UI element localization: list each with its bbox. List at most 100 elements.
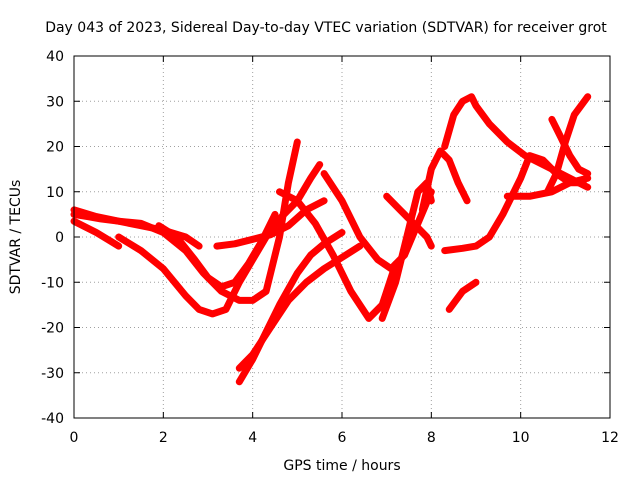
data-point <box>383 193 390 200</box>
x-tick-label: 2 <box>159 430 168 446</box>
data-point <box>517 175 524 182</box>
series-track-7 <box>235 242 364 372</box>
data-point <box>115 234 122 240</box>
data-point <box>584 93 591 100</box>
data-point <box>566 179 573 186</box>
y-tick-label: -40 <box>41 411 64 427</box>
data-point <box>339 229 345 236</box>
data-point <box>276 188 283 195</box>
data-point <box>303 279 310 286</box>
data-point <box>468 93 475 100</box>
y-tick-label: -10 <box>41 275 64 291</box>
data-point <box>307 175 314 182</box>
series-track-13 <box>418 147 471 214</box>
data-point <box>486 120 493 127</box>
y-tick-label: -20 <box>41 321 64 337</box>
data-point <box>249 297 256 304</box>
data-point <box>379 315 386 322</box>
x-tick-label: 8 <box>427 430 436 446</box>
data-point <box>388 265 395 272</box>
data-point <box>441 143 448 150</box>
data-point <box>339 197 345 204</box>
data-point <box>276 215 283 222</box>
data-point <box>473 102 479 109</box>
data-point <box>526 193 533 200</box>
data-point <box>191 256 198 263</box>
x-axis-label: GPS time / hours <box>283 458 400 474</box>
data-point <box>584 170 591 177</box>
data-point <box>526 152 533 159</box>
data-point <box>455 179 462 186</box>
data-point <box>464 197 471 204</box>
data-point <box>294 270 301 277</box>
data-point <box>446 157 453 164</box>
data-point <box>446 306 453 313</box>
series-line <box>155 210 279 291</box>
data-point <box>392 279 399 286</box>
data-point <box>267 231 274 238</box>
data-series <box>70 93 592 386</box>
data-point <box>584 184 591 191</box>
data-point <box>473 279 479 286</box>
data-point <box>138 247 144 254</box>
series-track-18 <box>548 115 592 178</box>
data-point <box>321 170 328 177</box>
data-point <box>374 256 381 263</box>
data-point <box>486 234 493 240</box>
data-point <box>213 243 220 250</box>
data-point <box>209 310 216 317</box>
x-tick-label: 6 <box>338 430 347 446</box>
data-point <box>339 254 345 261</box>
y-tick-label: 20 <box>46 140 64 156</box>
series-track-17 <box>503 174 592 200</box>
data-point <box>115 243 122 250</box>
grid <box>74 56 610 418</box>
data-point <box>428 243 435 250</box>
x-tick-label: 12 <box>601 430 619 446</box>
data-point <box>93 213 100 220</box>
data-point <box>410 220 417 227</box>
data-point <box>138 222 144 229</box>
x-tick-label: 0 <box>70 430 79 446</box>
data-point <box>231 240 238 247</box>
series-line <box>445 278 480 313</box>
data-point <box>249 351 256 358</box>
data-point <box>544 188 551 195</box>
data-point <box>236 378 243 385</box>
data-point <box>272 211 278 218</box>
data-point <box>459 288 466 295</box>
data-point <box>459 245 466 252</box>
series-track-5 <box>155 210 279 291</box>
data-point <box>106 237 113 244</box>
data-point <box>347 288 354 295</box>
data-point <box>160 265 167 272</box>
y-tick-label: 0 <box>55 230 64 246</box>
data-point <box>196 306 203 313</box>
data-point <box>245 261 252 268</box>
data-point <box>414 188 421 195</box>
data-point <box>205 274 211 281</box>
x-tick-label: 4 <box>248 430 257 446</box>
data-point <box>423 234 430 240</box>
data-point <box>553 170 560 177</box>
data-point <box>263 288 270 295</box>
data-point <box>276 234 283 240</box>
data-point <box>267 324 274 331</box>
data-point <box>566 152 573 159</box>
series-line <box>276 188 400 322</box>
data-point <box>249 236 256 243</box>
series-track-16 <box>445 278 480 313</box>
y-tick-label: 10 <box>46 185 64 201</box>
x-tick-label: 10 <box>512 430 530 446</box>
data-point <box>196 243 203 250</box>
data-point <box>285 179 292 186</box>
data-point <box>294 138 301 145</box>
data-point <box>312 220 319 227</box>
series-line <box>115 161 324 318</box>
chart-title: Day 043 of 2023, Sidereal Day-to-day VTE… <box>45 20 607 36</box>
series-track-15 <box>441 152 587 255</box>
data-point <box>406 224 412 231</box>
data-point <box>504 193 511 200</box>
data-point <box>182 292 189 299</box>
plot-frame <box>73 55 611 419</box>
